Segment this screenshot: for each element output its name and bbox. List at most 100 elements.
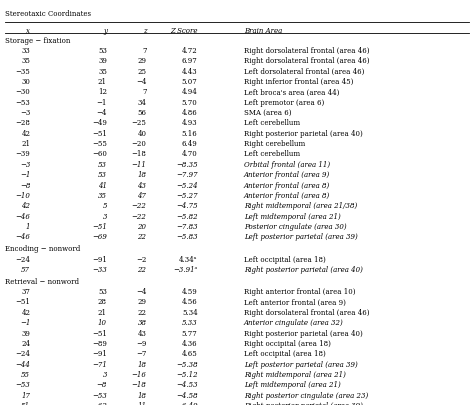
- Text: Retrieval − nonword: Retrieval − nonword: [5, 277, 79, 285]
- Text: Posterior cingulate (area 30): Posterior cingulate (area 30): [244, 222, 346, 230]
- Text: Right cerebellum: Right cerebellum: [244, 140, 305, 148]
- Text: −5.82: −5.82: [176, 212, 198, 220]
- Text: Right dorsolateral frontal (area 46): Right dorsolateral frontal (area 46): [244, 308, 369, 316]
- Text: −35: −35: [16, 68, 30, 76]
- Text: 4.72: 4.72: [182, 47, 198, 55]
- Text: −4: −4: [136, 78, 146, 86]
- Text: Left cerebellum: Left cerebellum: [244, 150, 300, 158]
- Text: Left posterior parietal (area 39): Left posterior parietal (area 39): [244, 360, 358, 368]
- Text: Encoding − nonword: Encoding − nonword: [5, 245, 80, 253]
- Text: 53: 53: [98, 47, 107, 55]
- Text: −1: −1: [20, 318, 30, 326]
- Text: −25: −25: [132, 119, 146, 127]
- Text: 18: 18: [137, 171, 146, 179]
- Text: 57: 57: [21, 265, 30, 273]
- Text: −16: −16: [132, 370, 146, 378]
- Text: 4.94: 4.94: [182, 88, 198, 96]
- Text: Z Score: Z Score: [170, 27, 198, 35]
- Text: −51: −51: [92, 130, 107, 137]
- Text: 30: 30: [21, 78, 30, 86]
- Text: −5.38: −5.38: [176, 360, 198, 368]
- Text: −8.35: −8.35: [176, 160, 198, 168]
- Text: 25: 25: [137, 68, 146, 76]
- Text: −51: −51: [92, 329, 107, 337]
- Text: 5.77: 5.77: [182, 329, 198, 337]
- Text: Right midtemporal (area 21): Right midtemporal (area 21): [244, 370, 346, 378]
- Text: 22: 22: [137, 265, 146, 273]
- Text: −6.49: −6.49: [176, 401, 198, 405]
- Text: −91: −91: [92, 255, 107, 263]
- Text: 42: 42: [21, 308, 30, 316]
- Text: −7: −7: [136, 350, 146, 357]
- Text: −8: −8: [97, 380, 107, 388]
- Text: −62: −62: [92, 401, 107, 405]
- Text: Right inferior frontal (area 45): Right inferior frontal (area 45): [244, 78, 353, 86]
- Text: y: y: [103, 27, 107, 35]
- Text: 5.07: 5.07: [182, 78, 198, 86]
- Text: Left midtemporal (area 21): Left midtemporal (area 21): [244, 212, 341, 220]
- Text: 43: 43: [137, 181, 146, 189]
- Text: 28: 28: [98, 298, 107, 306]
- Text: Right posterior parietal (area 40): Right posterior parietal (area 40): [244, 265, 363, 273]
- Text: −28: −28: [16, 119, 30, 127]
- Text: 22: 22: [137, 308, 146, 316]
- Text: Left posterior parietal (area 39): Left posterior parietal (area 39): [244, 232, 358, 241]
- Text: Right posterior cingulate (area 23): Right posterior cingulate (area 23): [244, 391, 368, 399]
- Text: −44: −44: [16, 360, 30, 368]
- Text: Right dorsolateral frontal (area 46): Right dorsolateral frontal (area 46): [244, 57, 369, 65]
- Text: −69: −69: [92, 232, 107, 241]
- Text: 53: 53: [98, 288, 107, 295]
- Text: 4.70: 4.70: [182, 150, 198, 158]
- Text: 4.43: 4.43: [182, 68, 198, 76]
- Text: Anterior frontal (area 8): Anterior frontal (area 8): [244, 181, 330, 189]
- Text: 38: 38: [137, 318, 146, 326]
- Text: Left midtemporal (area 21): Left midtemporal (area 21): [244, 380, 341, 388]
- Text: 40: 40: [137, 130, 146, 137]
- Text: Orbital frontal (area 11): Orbital frontal (area 11): [244, 160, 330, 168]
- Text: −3: −3: [20, 109, 30, 117]
- Text: −18: −18: [132, 380, 146, 388]
- Text: 3: 3: [102, 212, 107, 220]
- Text: −2: −2: [136, 255, 146, 263]
- Text: Brain Area: Brain Area: [244, 27, 282, 35]
- Text: −4.58: −4.58: [176, 391, 198, 399]
- Text: 5: 5: [102, 202, 107, 210]
- Text: 7: 7: [142, 47, 146, 55]
- Text: Anterior cingulate (area 32): Anterior cingulate (area 32): [244, 318, 344, 326]
- Text: −60: −60: [92, 150, 107, 158]
- Text: 6.97: 6.97: [182, 57, 198, 65]
- Text: 3: 3: [102, 370, 107, 378]
- Text: 53: 53: [98, 171, 107, 179]
- Text: 51: 51: [21, 401, 30, 405]
- Text: −89: −89: [92, 339, 107, 347]
- Text: 39: 39: [21, 329, 30, 337]
- Text: 37: 37: [21, 288, 30, 295]
- Text: x: x: [26, 27, 30, 35]
- Text: 35: 35: [98, 68, 107, 76]
- Text: −4: −4: [136, 288, 146, 295]
- Text: −22: −22: [132, 202, 146, 210]
- Text: −51: −51: [92, 222, 107, 230]
- Text: −91: −91: [92, 350, 107, 357]
- Text: 22: 22: [137, 232, 146, 241]
- Text: −24: −24: [16, 350, 30, 357]
- Text: 33: 33: [21, 47, 30, 55]
- Text: −8: −8: [20, 181, 30, 189]
- Text: Right posterior parietal (area 40): Right posterior parietal (area 40): [244, 329, 363, 337]
- Text: Anterior frontal (area 8): Anterior frontal (area 8): [244, 192, 330, 199]
- Text: 47: 47: [137, 192, 146, 199]
- Text: −53: −53: [16, 98, 30, 107]
- Text: 5.34: 5.34: [182, 308, 198, 316]
- Text: −71: −71: [92, 360, 107, 368]
- Text: 21: 21: [98, 308, 107, 316]
- Text: Left broca's area (area 44): Left broca's area (area 44): [244, 88, 339, 96]
- Text: Left occipital (area 18): Left occipital (area 18): [244, 255, 326, 263]
- Text: 43: 43: [137, 329, 146, 337]
- Text: 18: 18: [137, 360, 146, 368]
- Text: −22: −22: [132, 212, 146, 220]
- Text: 5.33: 5.33: [182, 318, 198, 326]
- Text: Right midtemporal (area 21/38): Right midtemporal (area 21/38): [244, 202, 357, 210]
- Text: 7: 7: [142, 88, 146, 96]
- Text: −1: −1: [97, 98, 107, 107]
- Text: −5.12: −5.12: [176, 370, 198, 378]
